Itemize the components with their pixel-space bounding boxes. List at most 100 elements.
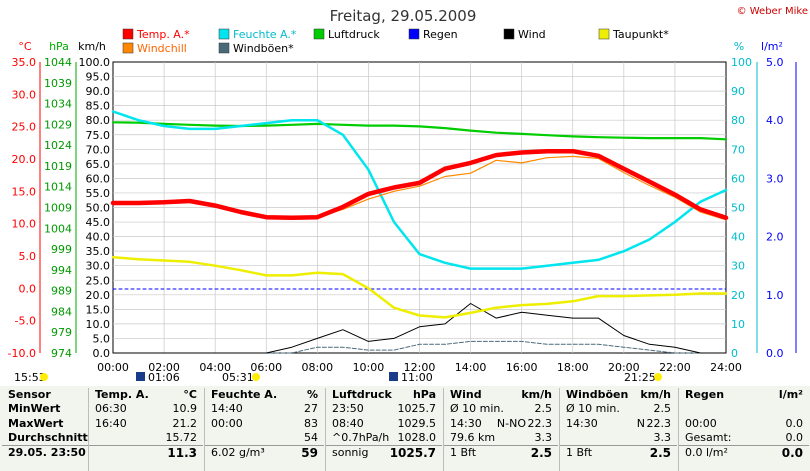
celsius-tick: 0.0 xyxy=(19,282,37,295)
kmh-tick: 20.0 xyxy=(86,289,111,302)
stats-cell: 0.0 l/m² xyxy=(685,446,728,460)
hpa-tick: 1014 xyxy=(44,181,72,194)
stats-cell: 2.5 xyxy=(653,402,672,416)
rain-tick: 5.0 xyxy=(766,56,784,69)
time-tick: 06:00 xyxy=(250,361,282,374)
legend-label: Taupunkt* xyxy=(612,28,669,41)
marker2-time: 11:00 xyxy=(401,371,433,384)
stats-cell: Feuchte A. xyxy=(211,388,278,401)
time-tick: 12:00 xyxy=(404,361,436,374)
time-tick: 22:00 xyxy=(659,361,691,374)
stats-cell: 22.3 xyxy=(646,416,672,430)
kmh-tick: 25.0 xyxy=(86,274,111,287)
kmh-tick: 60.0 xyxy=(86,172,111,185)
stats-column-temp: Temp. A. °C 06:30 10.9 16:40 21.2 15.72 11.3 xyxy=(88,388,203,471)
legend-label: Windchill xyxy=(137,42,187,55)
stats-cell: 1 Bft xyxy=(450,446,477,460)
stats-cell: 08:40 xyxy=(332,416,364,430)
legend-swatch xyxy=(313,28,325,40)
stats-row xyxy=(679,402,809,416)
rain-unit: l/m² xyxy=(761,40,783,53)
celsius-tick: 5.0 xyxy=(19,250,37,263)
plot-area xyxy=(110,61,729,354)
time-tick: 20:00 xyxy=(608,361,640,374)
time-tick: 18:00 xyxy=(557,361,589,374)
stats-cell: 2.5 xyxy=(534,402,553,416)
kmh-unit: km/h xyxy=(78,40,106,53)
legend-label: Windböen* xyxy=(233,42,294,55)
stats-row: 6.02 g/m³ 59 xyxy=(205,445,324,460)
stats-row: 29.05. 23:50 xyxy=(2,445,88,460)
stats-row: 0.0 l/m² 0.0 xyxy=(679,445,809,460)
pct-unit: % xyxy=(734,40,744,53)
sunrise-time: 05:31 xyxy=(222,371,254,384)
stats-row: 16:40 21.2 xyxy=(89,417,203,431)
kmh-tick: 40.0 xyxy=(86,231,111,244)
legend-label: Luftdruck xyxy=(328,28,380,41)
hpa-tick: 994 xyxy=(51,264,72,277)
celsius-tick: 30.0 xyxy=(12,88,37,101)
celsius-tick: -10.0 xyxy=(8,347,36,360)
hpa-tick: 1044 xyxy=(44,56,72,69)
hpa-tick: 1024 xyxy=(44,139,72,152)
celsius-tick: 20.0 xyxy=(12,153,37,166)
stats-cell: Durchschnitt xyxy=(8,430,88,444)
marker1-time: 01:06 xyxy=(148,371,180,384)
stats-cell: Gesamt: xyxy=(685,430,732,444)
time-tick: 24:00 xyxy=(710,361,742,374)
stats-row: Ø 10 min. 2.5 xyxy=(444,402,558,416)
stats-row: 15.72 xyxy=(89,431,203,445)
kmh-tick: 50.0 xyxy=(86,202,111,215)
stats-cell: 59 xyxy=(301,446,318,461)
stats-cell: ^0.7hPa/h xyxy=(332,430,390,444)
stats-cell: l/m² xyxy=(778,388,803,401)
stats-cell: Sensor xyxy=(8,388,51,401)
kmh-tick: 80.0 xyxy=(86,114,111,127)
rain-tick: 1.0 xyxy=(766,289,784,302)
hpa-tick: 1009 xyxy=(44,202,72,215)
stats-row: 1 Bft 2.5 xyxy=(444,445,558,460)
stats-row: MinWert xyxy=(2,402,88,416)
kmh-tick: 15.0 xyxy=(86,303,111,316)
stats-row: 23:50 1025.7 xyxy=(326,402,442,416)
time-tick: 08:00 xyxy=(301,361,333,374)
stats-column-druck: Luftdruck hPa 23:50 1025.7 08:40 1029.5 ^0.7hP… xyxy=(325,388,442,471)
legend-swatch xyxy=(503,28,515,40)
stats-cell: km/h xyxy=(640,388,671,401)
legend-swatch xyxy=(218,42,230,54)
rain-tick: 3.0 xyxy=(766,172,784,185)
stats-column-sensor: Sensor MinWert MaxWert Durchschnitt 29.05. 2… xyxy=(2,388,88,471)
moonrise-time: 15:53 xyxy=(14,371,46,384)
kmh-tick: 45.0 xyxy=(86,216,111,229)
pct-tick: 70 xyxy=(731,143,745,156)
celsius-tick: -5.0 xyxy=(15,315,36,328)
hpa-tick: 974 xyxy=(51,347,72,360)
stats-cell: 14:30 xyxy=(566,416,598,430)
stats-cell: 14:30 xyxy=(450,416,482,430)
pct-tick: 80 xyxy=(731,114,745,127)
stats-column-feuchte: Feuchte A.% 14:40 27 00:00 83 54 6.02 g/m³ 59 xyxy=(204,388,324,471)
time-tick: 02:00 xyxy=(148,361,180,374)
legend-swatch xyxy=(218,28,230,40)
pct-tick: 40 xyxy=(731,231,745,244)
sunset-time: 21:25 xyxy=(624,371,656,384)
stats-cell: 3.3 xyxy=(534,430,553,444)
kmh-tick: 55.0 xyxy=(86,187,111,200)
kmh-tick: 35.0 xyxy=(86,245,111,258)
sun-icon xyxy=(40,373,48,381)
pct-tick: 50 xyxy=(731,202,745,215)
copyright-label: © Weber Mike xyxy=(737,6,808,17)
stats-cell: N xyxy=(636,416,645,430)
kmh-tick: 5.0 xyxy=(93,332,111,345)
stats-cell: 0.0 xyxy=(785,430,804,444)
legend-swatch xyxy=(408,28,420,40)
stats-row: 1 Bft 2.5 xyxy=(560,445,677,460)
time-tick: 10:00 xyxy=(353,361,385,374)
stats-cell: 1028.0 xyxy=(397,430,437,444)
pct-tick: 90 xyxy=(731,85,745,98)
stats-row: 11.3 xyxy=(89,445,203,460)
pct-tick: 0 xyxy=(731,347,738,360)
stats-cell: 14:40 xyxy=(211,402,243,416)
stats-cell: 6.02 g/m³ xyxy=(211,446,265,460)
stats-row: 14:30 N 22.3 xyxy=(560,417,677,431)
